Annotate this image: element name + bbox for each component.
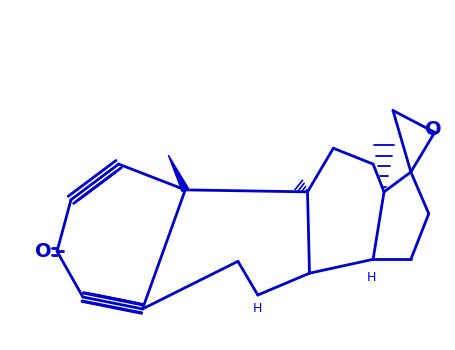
Text: H: H <box>253 302 263 315</box>
Text: O: O <box>425 120 442 139</box>
Text: H: H <box>366 271 376 284</box>
Text: O: O <box>35 242 51 261</box>
Polygon shape <box>168 155 188 191</box>
